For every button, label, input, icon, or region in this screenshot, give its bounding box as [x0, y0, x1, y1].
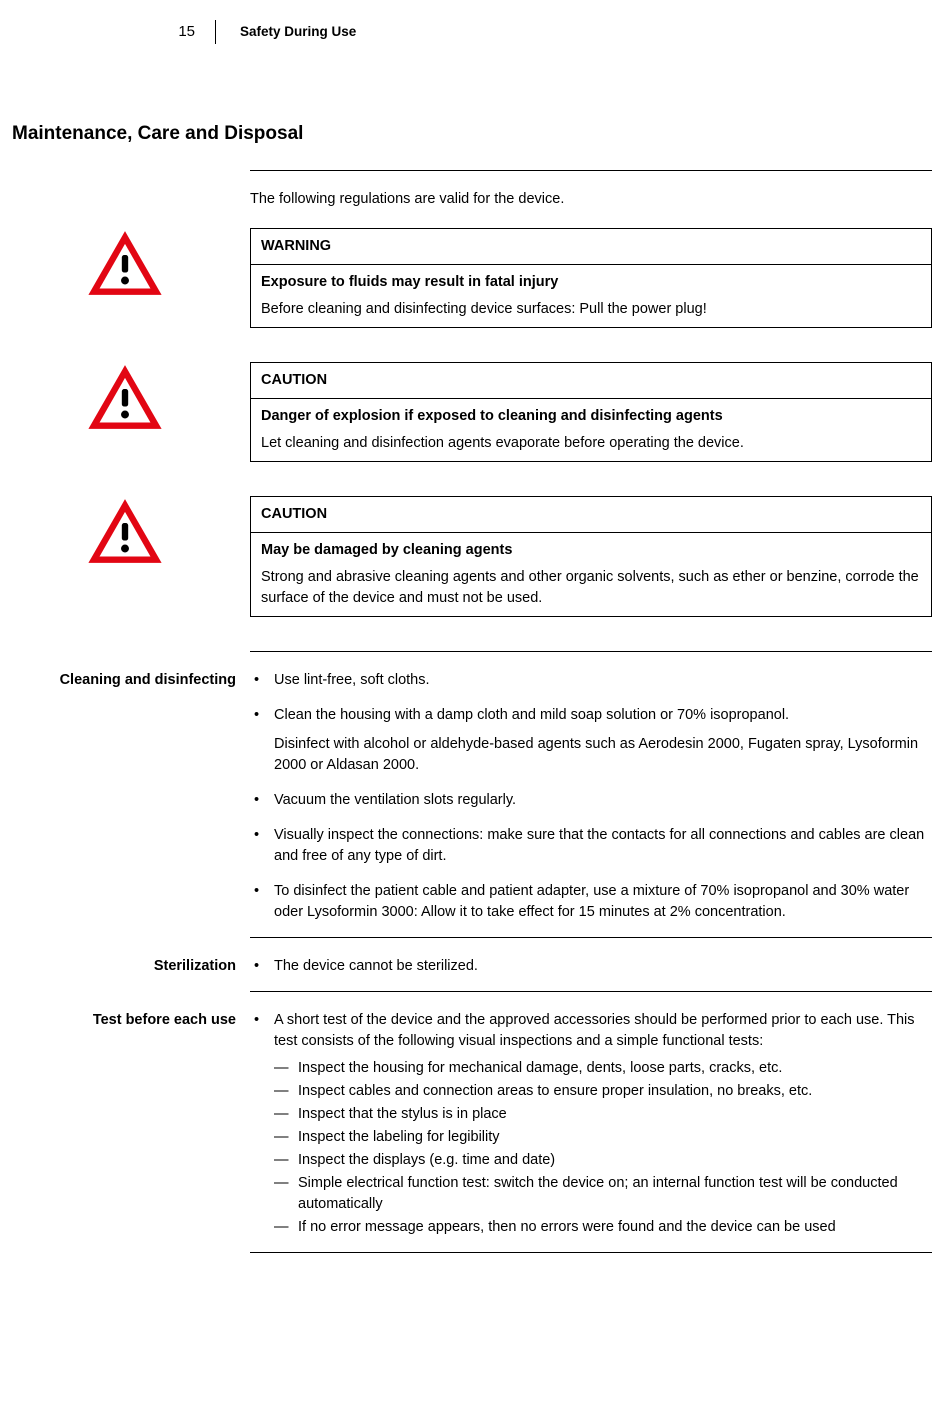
list-item: Visually inspect the connections: make s…	[250, 825, 932, 867]
alert-body: May be damaged by cleaning agents Strong…	[251, 532, 931, 616]
dash-list: Inspect the housing for mechanical damag…	[274, 1058, 932, 1238]
header-section-title: Safety During Use	[216, 22, 356, 42]
section-cleaning: Cleaning and disinfecting Use lint-free,…	[250, 670, 932, 923]
rule	[250, 651, 932, 652]
alert-title: Danger of explosion if exposed to cleani…	[261, 406, 921, 427]
alert-title: May be damaged by cleaning agents	[261, 540, 921, 561]
alert-text: Let cleaning and disinfection agents eva…	[261, 433, 921, 454]
page-number: 15	[0, 21, 215, 43]
list-item: To disinfect the patient cable and patie…	[250, 881, 932, 923]
alert-box: WARNING Exposure to fluids may result in…	[250, 228, 932, 328]
alert-warning: WARNING Exposure to fluids may result in…	[250, 228, 932, 328]
rule	[250, 170, 932, 171]
list-item: Use lint-free, soft cloths.	[250, 670, 932, 691]
list-item: A short test of the device and the appro…	[250, 1010, 932, 1238]
alert-box: CAUTION Danger of explosion if exposed t…	[250, 362, 932, 462]
section-label: Test before each use	[10, 1010, 250, 1031]
dash-item: If no error message appears, then no err…	[274, 1217, 932, 1238]
dash-item: Simple electrical function test: switch …	[274, 1173, 932, 1215]
dash-item: Inspect the labeling for legibility	[274, 1127, 932, 1148]
alert-caution: CAUTION May be damaged by cleaning agent…	[250, 496, 932, 617]
list-text: Use lint-free, soft cloths.	[274, 672, 430, 688]
list-item: Vacuum the ventilation slots regularly.	[250, 790, 932, 811]
alert-title: Exposure to fluids may result in fatal i…	[261, 272, 921, 293]
bullet-list: Use lint-free, soft cloths. Clean the ho…	[250, 670, 932, 923]
rule	[250, 1252, 932, 1253]
list-text: A short test of the device and the appro…	[274, 1012, 915, 1049]
content-column: The following regulations are valid for …	[250, 170, 932, 1253]
main-heading: Maintenance, Care and Disposal	[0, 50, 944, 164]
dash-item: Inspect cables and connection areas to e…	[274, 1081, 932, 1102]
list-text: Vacuum the ventilation slots regularly.	[274, 792, 516, 808]
alert-level: WARNING	[251, 229, 931, 264]
warning-triangle-icon	[85, 362, 165, 432]
warning-triangle-icon	[85, 228, 165, 298]
bullet-list: The device cannot be sterilized.	[250, 956, 932, 977]
alert-body: Exposure to fluids may result in fatal i…	[251, 264, 931, 327]
dash-item: Inspect the displays (e.g. time and date…	[274, 1150, 932, 1171]
dash-item: Inspect that the stylus is in place	[274, 1104, 932, 1125]
alert-level: CAUTION	[251, 363, 931, 398]
alert-body: Danger of explosion if exposed to cleani…	[251, 398, 931, 461]
intro-text: The following regulations are valid for …	[250, 189, 932, 210]
section-sterilization: Sterilization The device cannot be steri…	[250, 956, 932, 977]
alert-level: CAUTION	[251, 497, 931, 532]
list-text: To disinfect the patient cable and patie…	[274, 883, 909, 920]
section-label: Cleaning and disinfecting	[10, 670, 250, 691]
list-text: Visually inspect the connections: make s…	[274, 827, 924, 864]
warning-triangle-icon	[85, 496, 165, 566]
alert-box: CAUTION May be damaged by cleaning agent…	[250, 496, 932, 617]
section-test: Test before each use A short test of the…	[250, 1010, 932, 1238]
list-text: Clean the housing with a damp cloth and …	[274, 707, 789, 723]
list-item: Clean the housing with a damp cloth and …	[250, 705, 932, 776]
alert-caution: CAUTION Danger of explosion if exposed t…	[250, 362, 932, 462]
bullet-list: A short test of the device and the appro…	[250, 1010, 932, 1238]
section-label: Sterilization	[10, 956, 250, 977]
rule	[250, 937, 932, 938]
list-item: The device cannot be sterilized.	[250, 956, 932, 977]
rule	[250, 991, 932, 992]
dash-item: Inspect the housing for mechanical damag…	[274, 1058, 932, 1079]
list-subtext: Disinfect with alcohol or aldehyde-based…	[274, 734, 932, 776]
page-header: 15 Safety During Use	[0, 0, 944, 50]
list-text: The device cannot be sterilized.	[274, 958, 478, 974]
alert-text: Strong and abrasive cleaning agents and …	[261, 567, 921, 609]
alert-text: Before cleaning and disinfecting device …	[261, 299, 921, 320]
